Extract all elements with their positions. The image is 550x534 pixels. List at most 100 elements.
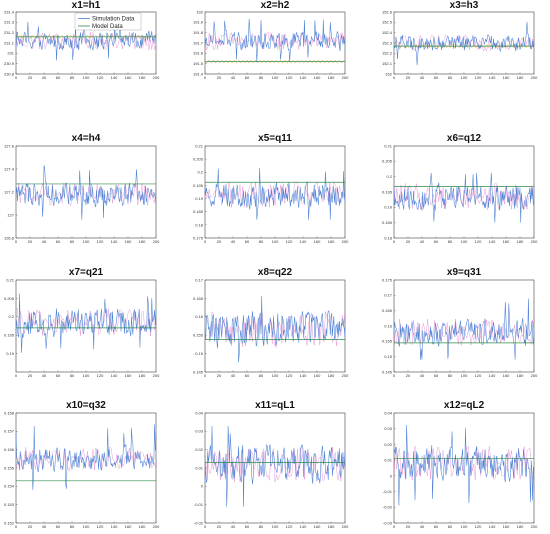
x-tick-label: 200 — [342, 239, 349, 244]
x-tick-label: 180 — [517, 373, 524, 378]
x-tick-label: 20 — [406, 75, 411, 80]
y-tick-label: 230.9 — [4, 61, 15, 66]
x-tick-label: 40 — [42, 75, 47, 80]
y-tick-label: 0.19 — [6, 351, 15, 356]
y-tick-label: 0.154 — [4, 484, 15, 489]
y-tick-label: 0.205 — [382, 159, 393, 164]
y-tick-label: 127.2 — [4, 189, 15, 194]
axes-box — [204, 279, 346, 373]
y-tick-label: 0.15 — [195, 351, 204, 356]
x-tick-label: 80 — [448, 524, 453, 529]
x-tick-label: 120 — [286, 373, 293, 378]
subplot-8: x8=q22 0 20 40 60 80 100 120 140 160 180 200 0.145 0.… — [193, 267, 349, 378]
x-tick-label: 160 — [125, 524, 132, 529]
x-tick-label: 200 — [342, 75, 349, 80]
x-tick-label: 40 — [42, 524, 47, 529]
y-tick-label: 191.6 — [193, 51, 204, 56]
x-tick-label: 200 — [342, 373, 349, 378]
y-tick-label: 152.4 — [382, 30, 393, 35]
x-tick-label: 60 — [245, 524, 250, 529]
y-tick-label: 0.175 — [193, 235, 204, 240]
y-tick-label: 0 — [201, 484, 204, 489]
series-simulation-alt-line — [393, 183, 535, 210]
y-tick-label: 152.3 — [382, 40, 393, 45]
x-tick-label: 140 — [489, 239, 496, 244]
x-tick-label: 100 — [461, 75, 468, 80]
y-tick-label: 0.03 — [195, 429, 204, 434]
series-simulation-line — [393, 172, 535, 223]
series-simulation-line — [204, 425, 346, 508]
x-tick-label: 180 — [139, 239, 146, 244]
x-tick-label: 200 — [342, 524, 349, 529]
series-simulation-line — [15, 21, 157, 61]
x-tick-label: 40 — [231, 75, 236, 80]
x-tick-label: 120 — [286, 239, 293, 244]
x-tick-label: 20 — [217, 239, 222, 244]
x-tick-label: 140 — [111, 75, 118, 80]
x-tick-label: 20 — [217, 524, 222, 529]
y-tick-label: 127.6 — [4, 143, 15, 148]
x-tick-label: 40 — [420, 239, 425, 244]
x-tick-label: 200 — [153, 373, 160, 378]
x-tick-label: 100 — [461, 373, 468, 378]
x-tick-label: 60 — [56, 239, 61, 244]
x-tick-label: 40 — [231, 524, 236, 529]
legend-label-model: Model Data — [92, 24, 123, 30]
y-tick-label: 127 — [7, 212, 14, 217]
x-tick-label: 60 — [56, 75, 61, 80]
subplot-title: x7=q21 — [69, 267, 104, 278]
x-tick-label: 160 — [503, 239, 510, 244]
x-tick-label: 120 — [475, 524, 482, 529]
subplot-6: x6=q12 0 20 40 60 80 100 120 140 160 180 200 0.18 0.1… — [382, 133, 538, 244]
y-tick-label: 231 — [7, 51, 14, 56]
x-tick-label: 0 — [15, 239, 18, 244]
x-tick-label: 100 — [461, 239, 468, 244]
series-simulation-line — [15, 293, 157, 353]
x-tick-label: 80 — [259, 75, 264, 80]
y-tick-label: 152.6 — [382, 9, 393, 14]
x-tick-label: 0 — [204, 75, 207, 80]
x-tick-label: 180 — [517, 239, 524, 244]
y-tick-label: 191.4 — [193, 71, 204, 76]
y-tick-label: 0.15 — [384, 354, 393, 359]
y-tick-label: 0.18 — [384, 235, 393, 240]
subplot-title: x3=h3 — [450, 0, 479, 11]
y-tick-label: 0.153 — [4, 502, 15, 507]
x-tick-label: 20 — [217, 75, 222, 80]
y-tick-label: 0.155 — [4, 465, 15, 470]
x-tick-label: 120 — [97, 524, 104, 529]
x-tick-label: 80 — [259, 373, 264, 378]
x-tick-label: 120 — [97, 239, 104, 244]
x-tick-label: 60 — [56, 373, 61, 378]
y-tick-label: 0.19 — [195, 196, 204, 201]
subplot-title: x2=h2 — [261, 0, 290, 11]
x-tick-label: 120 — [286, 75, 293, 80]
x-tick-label: 160 — [314, 239, 321, 244]
subplot-title: x10=q32 — [66, 400, 106, 411]
x-tick-label: 20 — [217, 373, 222, 378]
y-tick-label: 0.157 — [4, 429, 15, 434]
y-tick-label: 0.18 — [195, 222, 204, 227]
y-tick-label: 0.04 — [195, 410, 204, 415]
x-tick-label: 160 — [314, 75, 321, 80]
series-simulation-line — [393, 298, 535, 360]
series-simulation-alt-line — [15, 307, 157, 337]
x-tick-label: 160 — [503, 373, 510, 378]
x-tick-label: 40 — [231, 239, 236, 244]
x-tick-label: 160 — [503, 524, 510, 529]
y-tick-label: 0.145 — [193, 369, 204, 374]
y-tick-label: -0.01 — [194, 502, 204, 507]
x-tick-label: 100 — [272, 239, 279, 244]
x-tick-label: 160 — [125, 373, 132, 378]
y-tick-label: 0.175 — [382, 277, 393, 282]
x-tick-label: 60 — [56, 524, 61, 529]
y-tick-label: -0.02 — [194, 520, 204, 525]
y-tick-label: 152.2 — [382, 51, 393, 56]
y-tick-label: 0.19 — [384, 205, 393, 210]
subplot-title: x11=qL1 — [255, 400, 295, 411]
x-tick-label: 40 — [231, 373, 236, 378]
y-tick-label: 152.5 — [382, 20, 393, 25]
y-tick-label: 0.02 — [384, 442, 393, 447]
x-tick-label: 0 — [393, 524, 396, 529]
subplot-title: x9=q31 — [447, 267, 482, 278]
